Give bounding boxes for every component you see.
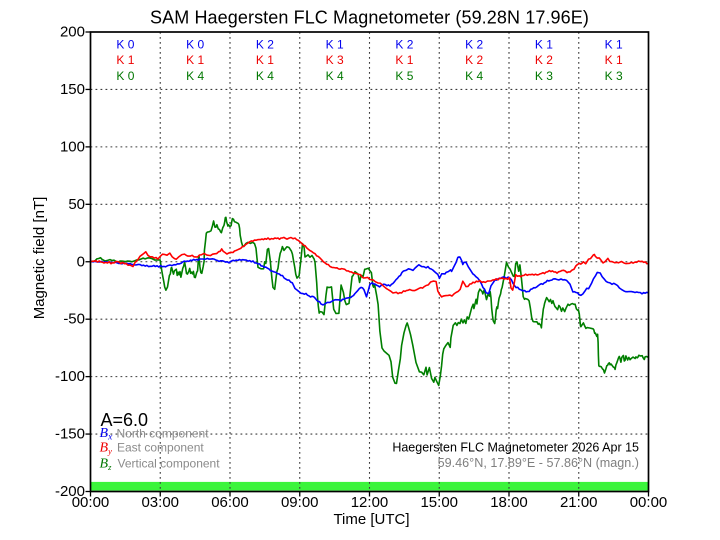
- svg-text:K 0: K 0: [116, 37, 134, 51]
- svg-text:K 2: K 2: [465, 53, 483, 67]
- svg-text:K 0: K 0: [186, 37, 204, 51]
- svg-text:12:00: 12:00: [351, 494, 389, 511]
- svg-text:K 1: K 1: [535, 37, 553, 51]
- svg-text:K 4: K 4: [186, 69, 204, 83]
- svg-text:East component: East component: [117, 440, 204, 454]
- svg-text:18:00: 18:00: [490, 494, 528, 511]
- svg-text:K 4: K 4: [465, 69, 483, 83]
- svg-text:00:00: 00:00: [72, 494, 110, 511]
- svg-text:50: 50: [68, 196, 85, 213]
- svg-text:06:00: 06:00: [211, 494, 249, 511]
- svg-text:00:00: 00:00: [630, 494, 668, 511]
- svg-text:200: 200: [60, 24, 85, 41]
- svg-text:Bz: Bz: [100, 456, 113, 472]
- svg-text:K 2: K 2: [465, 37, 483, 51]
- svg-text:21:00: 21:00: [560, 494, 598, 511]
- svg-text:-200: -200: [55, 483, 85, 500]
- svg-text:K 1: K 1: [605, 37, 623, 51]
- svg-text:150: 150: [60, 81, 85, 98]
- svg-text:K 5: K 5: [395, 69, 413, 83]
- svg-text:K 1: K 1: [395, 53, 413, 67]
- svg-text:-150: -150: [55, 426, 85, 443]
- svg-text:K 0: K 0: [116, 69, 134, 83]
- svg-text:K 2: K 2: [256, 37, 274, 51]
- svg-text:K 3: K 3: [605, 69, 623, 83]
- svg-text:-50: -50: [63, 311, 85, 328]
- svg-text:09:00: 09:00: [281, 494, 319, 511]
- svg-text:100: 100: [60, 138, 85, 155]
- svg-text:15:00: 15:00: [420, 494, 458, 511]
- svg-text:-100: -100: [55, 368, 85, 385]
- svg-text:K 3: K 3: [535, 69, 553, 83]
- svg-text:0: 0: [77, 253, 85, 270]
- svg-text:03:00: 03:00: [141, 494, 179, 511]
- svg-text:K 1: K 1: [326, 37, 344, 51]
- svg-text:Haegersten FLC Magnetometer 20: Haegersten FLC Magnetometer 2026 Apr 15: [392, 440, 639, 454]
- svg-text:K 1: K 1: [186, 53, 204, 67]
- svg-text:Vertical component: Vertical component: [118, 457, 221, 471]
- svg-text:Time [UTC]: Time [UTC]: [333, 511, 409, 528]
- svg-text:K 2: K 2: [535, 53, 553, 67]
- svg-text:A=6.0: A=6.0: [101, 410, 149, 430]
- svg-text:North component: North component: [117, 426, 210, 440]
- svg-text:K 1: K 1: [116, 53, 134, 67]
- svg-text:59.46°N, 17.89°E - 57.86°N (ma: 59.46°N, 17.89°E - 57.86°N (magn.): [438, 456, 639, 470]
- svg-text:K 2: K 2: [395, 37, 413, 51]
- svg-text:K 4: K 4: [256, 69, 274, 83]
- svg-text:Magnetic field [nT]: Magnetic field [nT]: [31, 197, 48, 320]
- svg-text:K 4: K 4: [326, 69, 344, 83]
- svg-text:K 1: K 1: [256, 53, 274, 67]
- svg-text:K 3: K 3: [326, 53, 344, 67]
- svg-text:K 1: K 1: [605, 53, 623, 67]
- svg-text:By: By: [100, 440, 113, 456]
- svg-text:SAM Haegersten FLC Magnetomete: SAM Haegersten FLC Magnetometer (59.28N …: [150, 7, 589, 27]
